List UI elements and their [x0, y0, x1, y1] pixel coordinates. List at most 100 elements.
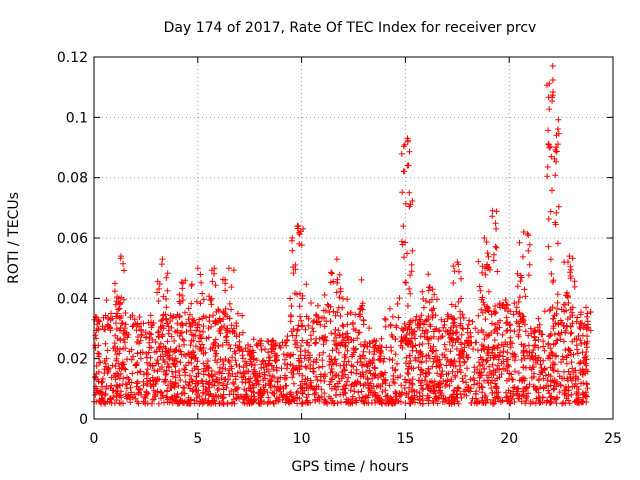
- data-point: [112, 332, 119, 339]
- data-point: [261, 399, 268, 405]
- data-point: [450, 391, 457, 398]
- data-point: [319, 357, 326, 364]
- data-point: [583, 399, 590, 405]
- data-point: [293, 390, 300, 396]
- data-point: [332, 341, 339, 348]
- data-point: [495, 342, 502, 349]
- data-point: [127, 384, 134, 391]
- data-point: [179, 322, 186, 329]
- data-point: [515, 369, 522, 376]
- data-point: [509, 396, 515, 403]
- data-point: [494, 330, 501, 337]
- data-point: [426, 394, 432, 401]
- data-point: [520, 391, 527, 398]
- data-point: [530, 356, 537, 363]
- data-point: [484, 396, 491, 403]
- data-point: [582, 353, 589, 359]
- data-point: [457, 362, 464, 369]
- data-point: [330, 308, 337, 315]
- data-point: [188, 281, 195, 288]
- data-point: [356, 329, 363, 336]
- data-point: [178, 279, 185, 286]
- data-point: [430, 343, 437, 350]
- data-point: [430, 311, 437, 318]
- data-point: [562, 387, 569, 394]
- data-point: [423, 317, 430, 324]
- data-point: [113, 320, 119, 327]
- data-point: [416, 395, 423, 402]
- data-point: [319, 363, 326, 370]
- data-point: [382, 316, 389, 323]
- data-point: [577, 325, 584, 332]
- data-point: [535, 354, 542, 361]
- data-point: [560, 338, 567, 345]
- data-point: [232, 373, 239, 380]
- data-point: [297, 313, 303, 320]
- data-point: [579, 349, 586, 356]
- data-point: [317, 377, 324, 384]
- data-point: [518, 376, 525, 383]
- data-point: [419, 341, 426, 347]
- data-point: [530, 373, 537, 380]
- data-point: [581, 339, 588, 346]
- data-point: [312, 396, 319, 403]
- data-point: [444, 356, 451, 363]
- data-point: [401, 254, 407, 261]
- data-point: [279, 397, 286, 403]
- data-point: [155, 400, 162, 407]
- data-point: [491, 354, 498, 361]
- data-point: [302, 326, 309, 333]
- data-point: [465, 354, 472, 361]
- data-point: [186, 372, 193, 379]
- data-point: [382, 387, 389, 394]
- data-point: [515, 385, 522, 392]
- data-point: [392, 388, 399, 395]
- data-point: [294, 400, 301, 407]
- data-point: [522, 342, 528, 349]
- data-point: [398, 150, 405, 157]
- data-point: [216, 317, 223, 324]
- data-point: [154, 388, 161, 395]
- data-point: [503, 314, 510, 321]
- data-point: [230, 267, 237, 274]
- data-point: [200, 296, 207, 303]
- data-point: [404, 135, 411, 142]
- data-point: [503, 356, 510, 363]
- data-point: [378, 335, 385, 342]
- data-point: [445, 331, 452, 338]
- data-point: [176, 333, 183, 339]
- data-point: [162, 311, 169, 318]
- data-point: [320, 349, 327, 356]
- data-point: [119, 320, 126, 326]
- data-point: [545, 340, 552, 347]
- data-point: [441, 321, 448, 328]
- data-point: [574, 399, 581, 406]
- data-point: [540, 343, 547, 350]
- data-point: [526, 355, 533, 362]
- data-point: [254, 342, 261, 349]
- data-point: [179, 329, 185, 336]
- data-point: [584, 310, 591, 317]
- data-point: [378, 370, 385, 377]
- data-point: [453, 324, 460, 330]
- data-point: [199, 315, 206, 322]
- data-point: [108, 374, 115, 381]
- data-point: [199, 341, 206, 348]
- data-point: [367, 370, 374, 377]
- data-point: [503, 328, 510, 334]
- data-point: [522, 328, 529, 335]
- data-point: [556, 373, 563, 380]
- data-point: [287, 361, 294, 368]
- data-point: [505, 308, 511, 315]
- data-point: [384, 392, 391, 399]
- data-point: [455, 384, 462, 391]
- data-point: [235, 310, 241, 317]
- data-point: [485, 352, 492, 359]
- data-point: [437, 387, 444, 394]
- data-point: [164, 287, 171, 294]
- data-point: [454, 398, 461, 405]
- data-point: [321, 336, 328, 343]
- data-point: [570, 369, 577, 376]
- data-point: [140, 382, 147, 389]
- data-point: [153, 378, 160, 385]
